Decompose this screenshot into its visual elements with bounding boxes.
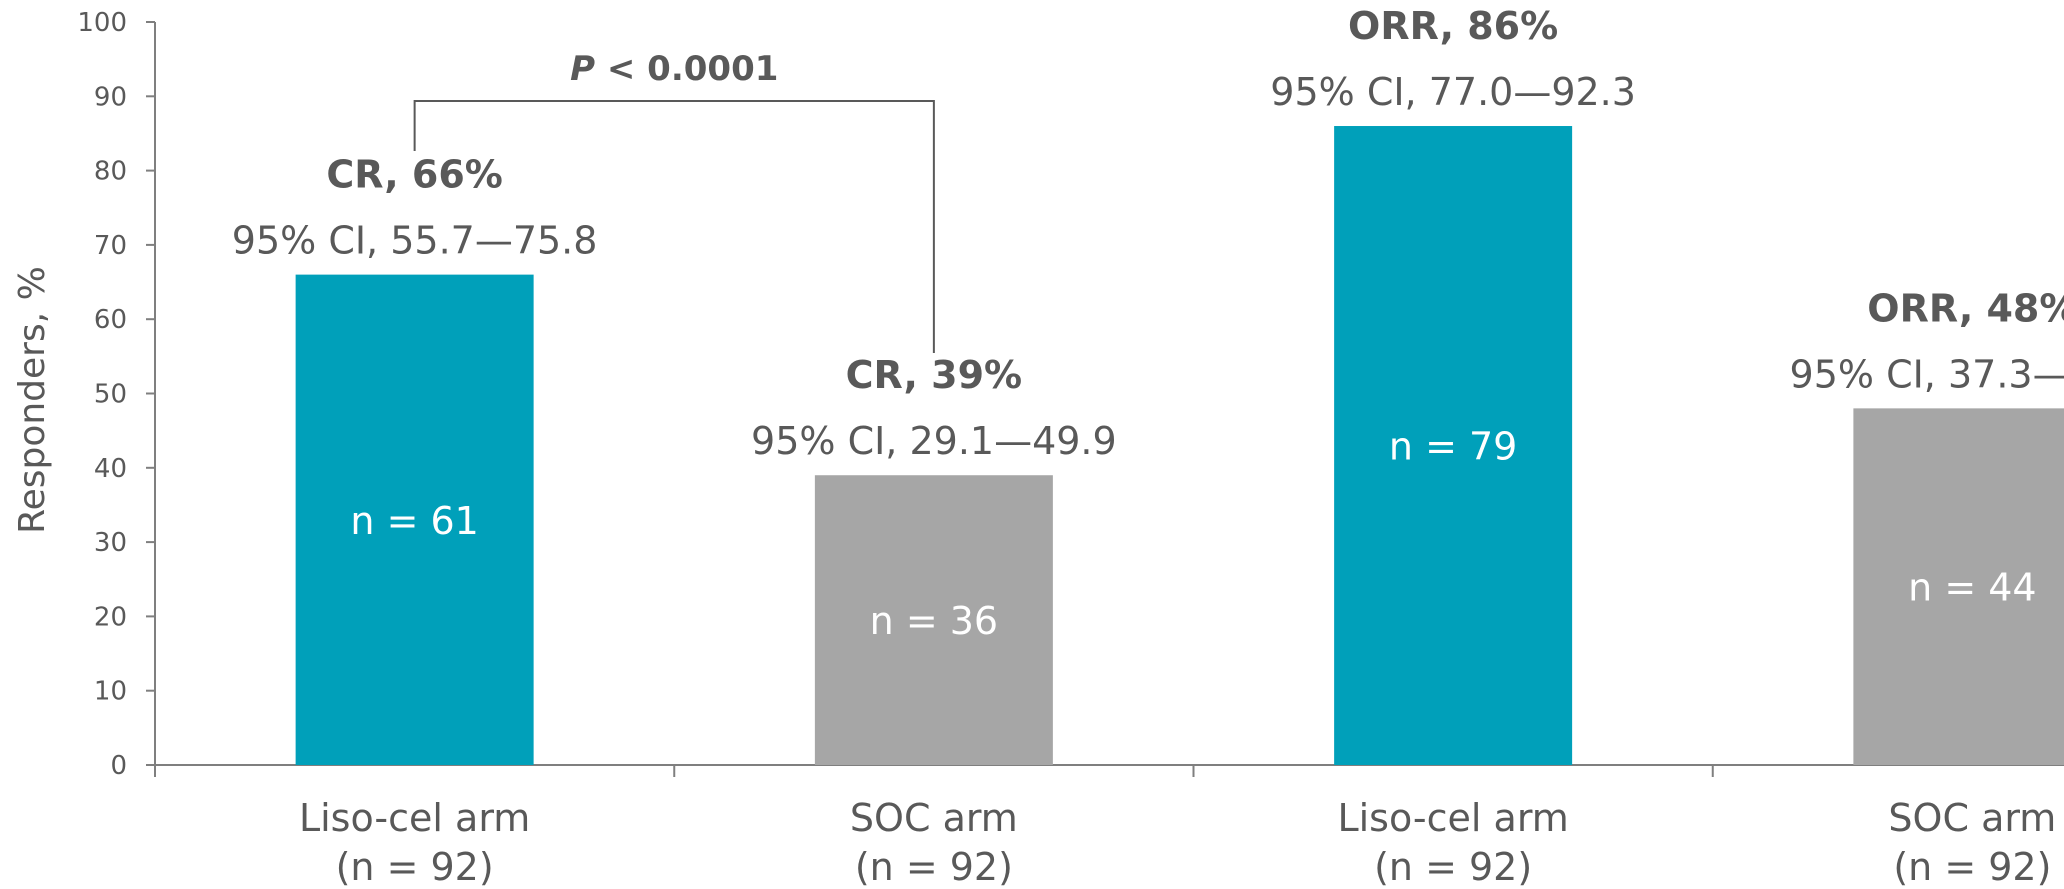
bar [295,274,534,765]
y-tick-label: 0 [110,751,127,781]
response-label: ORR, 86% [1348,4,1558,48]
y-tick-label: 10 [94,677,127,707]
ci-label: 95% CI, 37.3—58.5 [1790,352,2064,396]
bar-count-label: n = 79 [1389,425,1517,469]
y-tick-label: 50 [94,380,127,410]
bar [1334,126,1573,765]
x-tick-label-count: (n = 92) [336,845,494,889]
y-tick-label: 20 [94,602,127,632]
x-tick-label: Liso-cel arm [1337,796,1568,840]
x-tick-label-count: (n = 92) [1893,845,2051,889]
p-value-label: P < 0.0001 [570,49,778,89]
bar-count-label: n = 44 [1908,566,2036,610]
y-tick-label: 30 [94,528,127,558]
ci-label: 95% CI, 55.7—75.8 [232,219,598,263]
response-label: CR, 39% [846,353,1022,397]
x-tick-label: Liso-cel arm [299,796,530,840]
x-tick-label-count: (n = 92) [855,845,1013,889]
response-label: CR, 66% [326,153,502,197]
bar-count-label: n = 61 [350,499,478,543]
y-tick-label: 70 [94,231,127,261]
y-axis-title: Responders, % [12,266,53,534]
y-tick-label: 40 [94,454,127,484]
significance-bracket: P < 0.0001 [413,49,935,353]
x-tick-label: SOC arm [850,796,1018,840]
y-tick-label: 100 [77,8,127,38]
x-tick-label-count: (n = 92) [1374,845,1532,889]
y-axis: 0 10 20 30 40 50 60 70 80 90 100 [77,8,156,781]
bar-annotations: CR, 66% 95% CI, 55.7—75.8 CR, 39% 95% CI, 2… [232,4,2064,463]
ci-label: 95% CI, 29.1—49.9 [751,419,1117,463]
y-tick-label: 60 [94,305,127,335]
bar [814,475,1053,765]
y-tick-label: 90 [94,82,127,112]
bracket-line [413,100,935,353]
x-tick-label: SOC arm [1888,796,2056,840]
y-tick-label: 80 [94,157,127,187]
bar-count-label: n = 36 [870,599,998,643]
ci-label: 95% CI, 77.0—92.3 [1270,70,1636,114]
x-axis: Liso-cel arm (n = 92) SOC arm (n = 92) Liso-… [154,764,2064,889]
bars: n = 61 n = 36 n = 79 n = 44 [295,126,2064,765]
bar [1853,408,2064,765]
response-label: ORR, 48% [1867,286,2064,330]
